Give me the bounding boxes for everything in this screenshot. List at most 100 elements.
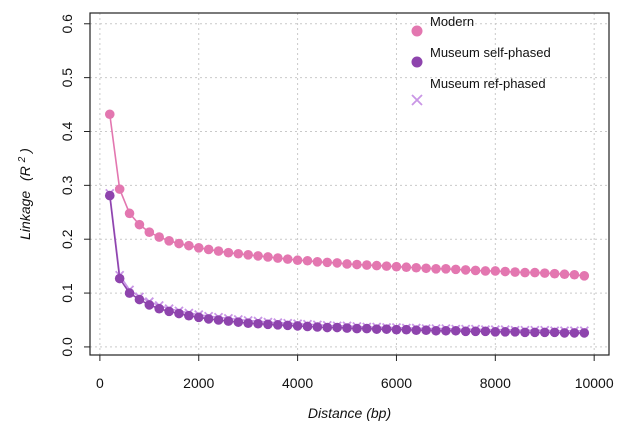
data-point [342, 259, 352, 269]
series-modern [104, 109, 590, 281]
data-point [530, 327, 540, 338]
data-point [114, 273, 125, 284]
y-axis-title-unit-prefix: (R [17, 166, 33, 181]
x-axis-title: Distance (bp) [308, 405, 391, 421]
data-point [431, 325, 441, 336]
data-point [223, 316, 234, 326]
data-point [539, 268, 550, 278]
data-point [312, 322, 323, 332]
data-point [510, 267, 520, 277]
data-point [114, 184, 125, 194]
data-point [431, 264, 441, 274]
data-point [411, 262, 422, 273]
x-tick-label: 4000 [282, 375, 313, 391]
data-point [332, 258, 342, 268]
data-point [381, 261, 392, 271]
data-point [549, 268, 560, 279]
data-point [500, 266, 511, 277]
data-point [371, 324, 382, 334]
data-point [500, 327, 511, 337]
data-point [520, 267, 530, 278]
data-point [253, 251, 263, 261]
data-point [302, 255, 313, 266]
y-axis-title-main: Linkage [17, 191, 33, 240]
data-point [193, 243, 204, 253]
data-point [213, 246, 224, 256]
data-point [441, 325, 451, 336]
data-point [441, 264, 451, 274]
data-point [134, 294, 145, 305]
y-tick-label: 0.0 [59, 337, 75, 357]
data-point [559, 328, 570, 338]
data-point [203, 314, 214, 324]
data-point [539, 327, 550, 338]
data-point [332, 322, 342, 333]
data-point [292, 255, 303, 266]
data-point [362, 260, 372, 270]
data-point [411, 325, 422, 336]
data-point [233, 248, 244, 259]
y-axis-title-unit-suffix: ) [17, 148, 33, 155]
data-point [243, 318, 253, 329]
data-point [144, 300, 155, 310]
x-tick-label: 10000 [575, 375, 614, 391]
legend-x-marker [411, 94, 423, 106]
data-point [530, 267, 540, 278]
legend-label-modern: Modern [430, 14, 474, 29]
data-point [450, 325, 461, 336]
data-point [213, 315, 224, 325]
data-point [569, 328, 580, 338]
data-point [381, 324, 392, 334]
data-point [144, 227, 155, 238]
y-axis-title: Linkage (R 2 ) [17, 148, 34, 240]
data-point [282, 320, 293, 331]
data-point [302, 321, 313, 332]
data-point [273, 320, 283, 330]
data-point [569, 269, 580, 280]
legend-item-modern: Modern [411, 14, 474, 37]
data-point [154, 303, 164, 314]
data-point [450, 264, 461, 275]
data-point [480, 266, 491, 276]
y-tick-label: 0.2 [59, 229, 75, 249]
data-point [124, 288, 135, 298]
data-point [391, 261, 402, 272]
data-point [243, 250, 253, 260]
data-point [164, 236, 174, 246]
x-tick-label: 8000 [480, 375, 511, 391]
y-tick-label: 0.5 [59, 68, 75, 88]
data-point [490, 327, 501, 337]
data-point [292, 321, 303, 331]
legend-label-museum-ref-phased: Museum ref-phased [430, 76, 546, 91]
legend-marker-modern [411, 25, 423, 37]
data-point [401, 262, 412, 273]
series-layer [104, 109, 590, 338]
data-point [470, 265, 481, 276]
data-point [154, 232, 164, 242]
data-point [174, 308, 184, 319]
plot-frame [89, 12, 610, 356]
data-point [312, 257, 323, 267]
data-point [184, 310, 194, 321]
data-point [184, 240, 194, 251]
data-point [233, 317, 244, 327]
data-point [322, 257, 333, 268]
data-point [273, 253, 283, 263]
y-tick-label: 0.4 [59, 122, 75, 142]
x-axis: 0 2000 4000 6000 8000 10000 [96, 355, 614, 391]
data-point [460, 326, 471, 337]
data-point [174, 238, 184, 249]
data-point [460, 265, 471, 275]
data-point [549, 327, 560, 338]
data-point [559, 269, 570, 280]
y-tick-label: 0.6 [59, 14, 75, 34]
data-point [352, 259, 362, 270]
series-museum-self-phased [104, 190, 590, 338]
data-point [124, 208, 135, 219]
data-point [510, 327, 520, 337]
data-point [421, 325, 431, 336]
legend-marker-museum-self-phased [411, 56, 423, 68]
data-point [520, 327, 530, 338]
data-point [480, 326, 491, 337]
